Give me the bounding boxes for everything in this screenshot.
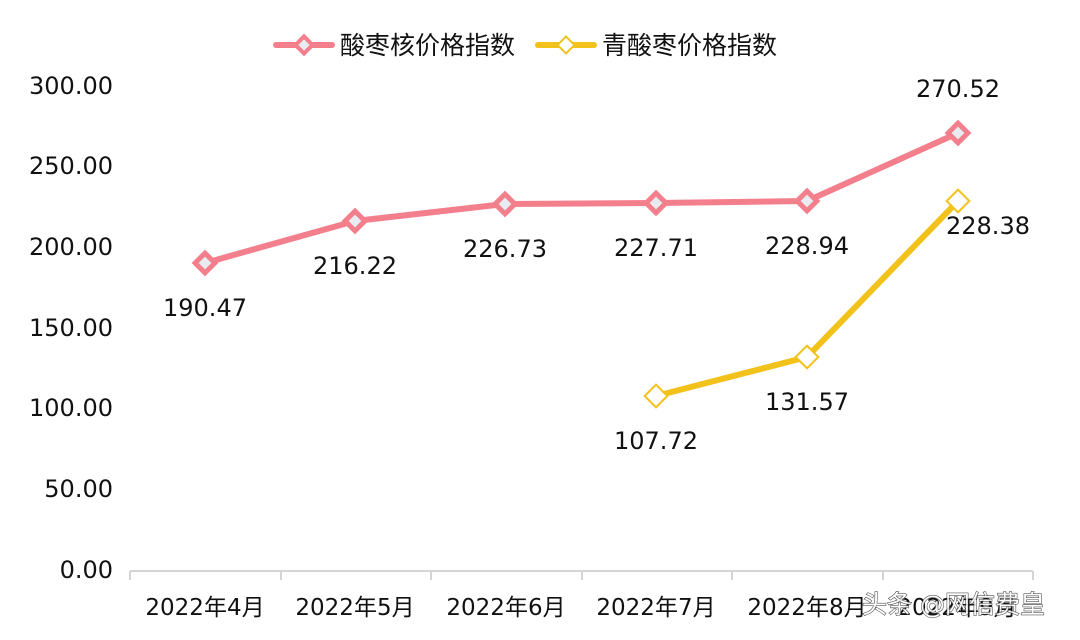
- y-tick: 50.00: [44, 475, 113, 503]
- legend-item-jujube-kernel[interactable]: 酸枣核价格指数: [273, 31, 515, 60]
- legend-item-green-jujube[interactable]: 青酸枣价格指数: [535, 31, 777, 60]
- x-tick: 2022年9月: [897, 595, 1016, 621]
- y-tick: 100.00: [29, 394, 113, 422]
- data-label: 270.52: [916, 75, 1000, 103]
- data-label: 107.72: [614, 427, 698, 455]
- diamond-marker-icon: [292, 33, 316, 57]
- y-tick: 250.00: [29, 152, 113, 180]
- series-green-jujube: 107.72 131.57 228.38: [614, 188, 1030, 455]
- data-point[interactable]: [945, 188, 971, 214]
- x-tick: 2022年4月: [145, 595, 264, 621]
- data-point[interactable]: [491, 190, 519, 218]
- legend-label: 酸枣核价格指数: [340, 31, 515, 60]
- y-axis: 0.00 50.00 100.00 150.00 200.00 250.00 3…: [29, 72, 113, 584]
- x-axis: 2022年4月 2022年5月 2022年6月 2022年7月 2022年8月 …: [129, 570, 1034, 621]
- data-point[interactable]: [793, 187, 821, 215]
- data-label: 228.38: [946, 212, 1030, 240]
- data-label: 131.57: [765, 388, 849, 416]
- data-point[interactable]: [191, 249, 219, 277]
- data-point[interactable]: [341, 207, 369, 235]
- y-tick: 150.00: [29, 314, 113, 342]
- diamond-marker-icon: [556, 35, 576, 55]
- data-point[interactable]: [643, 383, 669, 409]
- x-tick: 2022年5月: [295, 595, 414, 621]
- legend: 酸枣核价格指数 青酸枣价格指数: [273, 31, 777, 60]
- data-label: 216.22: [313, 252, 397, 280]
- legend-label: 青酸枣价格指数: [602, 31, 777, 60]
- y-tick: 200.00: [29, 233, 113, 261]
- y-tick: 0.00: [60, 556, 113, 584]
- data-label: 227.71: [614, 234, 698, 262]
- x-tick: 2022年7月: [596, 595, 715, 621]
- data-label: 228.94: [765, 232, 849, 260]
- series-jujube-kernel: 190.47 216.22 226.73 227.71 228.94 270.5…: [163, 75, 1000, 322]
- data-point[interactable]: [944, 119, 972, 147]
- x-tick: 2022年6月: [446, 595, 565, 621]
- data-label: 190.47: [163, 294, 247, 322]
- data-point[interactable]: [794, 344, 820, 370]
- data-point[interactable]: [642, 189, 670, 217]
- y-tick: 300.00: [29, 72, 113, 100]
- data-label: 226.73: [463, 235, 547, 263]
- watermark: 头条 @网信费皇: [862, 590, 1045, 619]
- x-tick: 2022年8月: [747, 595, 866, 621]
